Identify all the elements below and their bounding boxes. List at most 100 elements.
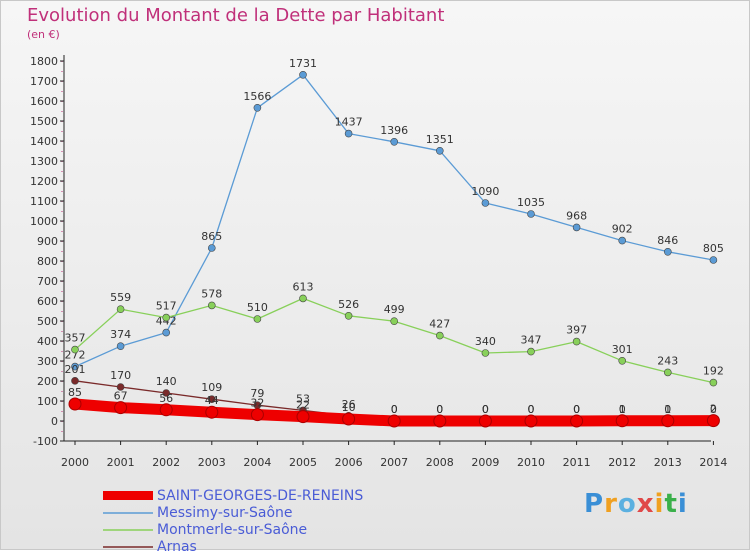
data-label: 56 — [159, 392, 173, 405]
data-point — [387, 414, 401, 428]
legend: SAINT-GEORGES-DE-RENEINS Messimy-sur-Saô… — [103, 487, 363, 555]
data-label: 201 — [65, 363, 86, 376]
x-tick-label: 2012 — [608, 456, 636, 469]
data-point — [709, 378, 718, 387]
y-tick-label: 1500 — [30, 115, 58, 128]
data-point — [162, 328, 170, 337]
legend-swatch-messimy — [103, 511, 153, 514]
data-label: 1 — [664, 403, 671, 416]
x-tick-label: 2001 — [107, 456, 135, 469]
data-label: 865 — [201, 230, 222, 243]
x-tick-label: 2005 — [289, 456, 317, 469]
data-label: 805 — [703, 242, 724, 255]
x-tick-label: 2009 — [471, 456, 499, 469]
y-tick-label: 900 — [37, 235, 58, 248]
x-tick-label: 2007 — [380, 456, 408, 469]
data-label: 0 — [573, 403, 580, 416]
data-label: 85 — [68, 386, 82, 399]
data-label: 0 — [619, 403, 626, 416]
y-tick-label: 400 — [37, 335, 58, 348]
y-tick-label: 1200 — [30, 175, 58, 188]
y-tick-label: 100 — [37, 395, 58, 408]
data-label: 510 — [247, 301, 268, 314]
data-label: 1090 — [471, 185, 499, 198]
x-tick-label: 2000 — [61, 456, 89, 469]
data-point — [299, 294, 307, 303]
data-point — [162, 389, 170, 397]
legend-label-montmerle: Montmerle-sur-Saône — [157, 521, 308, 538]
data-label: 67 — [114, 390, 128, 403]
data-label: 109 — [201, 381, 222, 394]
x-tick-label: 2008 — [426, 456, 454, 469]
data-label: 272 — [65, 349, 86, 362]
data-point — [71, 345, 79, 354]
legend-label-messimy: Messimy-sur-Saône — [157, 504, 293, 521]
data-point — [71, 376, 79, 385]
legend-label-arnas: Arnas — [157, 538, 197, 555]
x-tick-label: 2010 — [517, 456, 545, 469]
data-point — [344, 129, 353, 138]
y-tick-label: 1100 — [30, 195, 58, 208]
legend-swatch-arnas — [103, 545, 153, 548]
data-label: 374 — [110, 328, 131, 341]
data-label: 0 — [664, 403, 671, 416]
data-label: 902 — [612, 223, 633, 236]
data-point — [250, 408, 264, 422]
y-tick-label: 0 — [51, 415, 58, 428]
data-point — [481, 349, 490, 357]
data-label: 0 — [436, 403, 443, 416]
data-point — [618, 236, 627, 245]
data-point — [481, 199, 490, 207]
data-point — [253, 315, 262, 323]
data-point — [159, 403, 173, 417]
data-point — [208, 395, 216, 404]
data-point — [570, 414, 584, 428]
data-label: 1566 — [243, 90, 271, 103]
data-point — [435, 331, 444, 340]
legend-item-arnas: Arnas — [103, 538, 363, 555]
y-tick-label: 1600 — [30, 95, 58, 108]
y-tick-label: 800 — [37, 255, 58, 268]
data-label: 0 — [391, 403, 398, 416]
data-point — [661, 414, 675, 428]
chart-title: Evolution du Montant de la Dette par Hab… — [27, 5, 445, 26]
data-point — [344, 311, 353, 320]
data-label: 10 — [342, 401, 356, 414]
data-label: 26 — [342, 398, 356, 411]
data-label: 968 — [566, 209, 587, 222]
y-tick-label: 700 — [37, 275, 58, 288]
data-label: 427 — [429, 318, 450, 331]
legend-item-messimy: Messimy-sur-Saône — [103, 504, 363, 521]
data-label: 846 — [657, 234, 678, 247]
data-point — [527, 347, 535, 356]
data-label: 517 — [156, 300, 177, 313]
y-tick-label: 1400 — [30, 135, 58, 148]
data-point — [706, 414, 720, 428]
data-point — [663, 368, 672, 377]
data-point — [527, 210, 535, 218]
data-point — [435, 147, 444, 155]
legend-swatch-saint-georges — [103, 490, 153, 500]
data-label: 347 — [521, 334, 542, 347]
y-tick-label: 1700 — [30, 75, 58, 88]
data-point — [296, 410, 310, 424]
legend-item-montmerle: Montmerle-sur-Saône — [103, 521, 363, 538]
data-point — [116, 342, 125, 351]
y-tick-label: 1300 — [30, 155, 58, 168]
x-tick-label: 2006 — [335, 456, 363, 469]
data-label: 559 — [110, 291, 131, 304]
chart-subtitle: (en €) — [27, 28, 60, 41]
data-label: 578 — [201, 287, 222, 300]
legend-swatch-montmerle — [103, 528, 153, 531]
data-point — [208, 244, 216, 252]
data-label: 301 — [612, 343, 633, 356]
data-label: 32 — [250, 397, 264, 410]
data-point — [433, 414, 447, 428]
data-label: 1035 — [517, 196, 545, 209]
data-label: 499 — [384, 303, 405, 316]
data-label: 0 — [482, 403, 489, 416]
data-label: 613 — [293, 280, 314, 293]
y-tick-label: -100 — [33, 435, 58, 448]
data-label: 140 — [156, 375, 177, 388]
